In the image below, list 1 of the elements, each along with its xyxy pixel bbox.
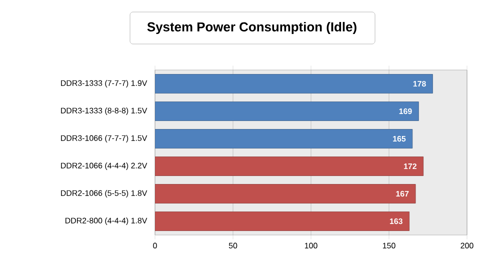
- chart-title: System Power Consumption (Idle): [147, 22, 356, 34]
